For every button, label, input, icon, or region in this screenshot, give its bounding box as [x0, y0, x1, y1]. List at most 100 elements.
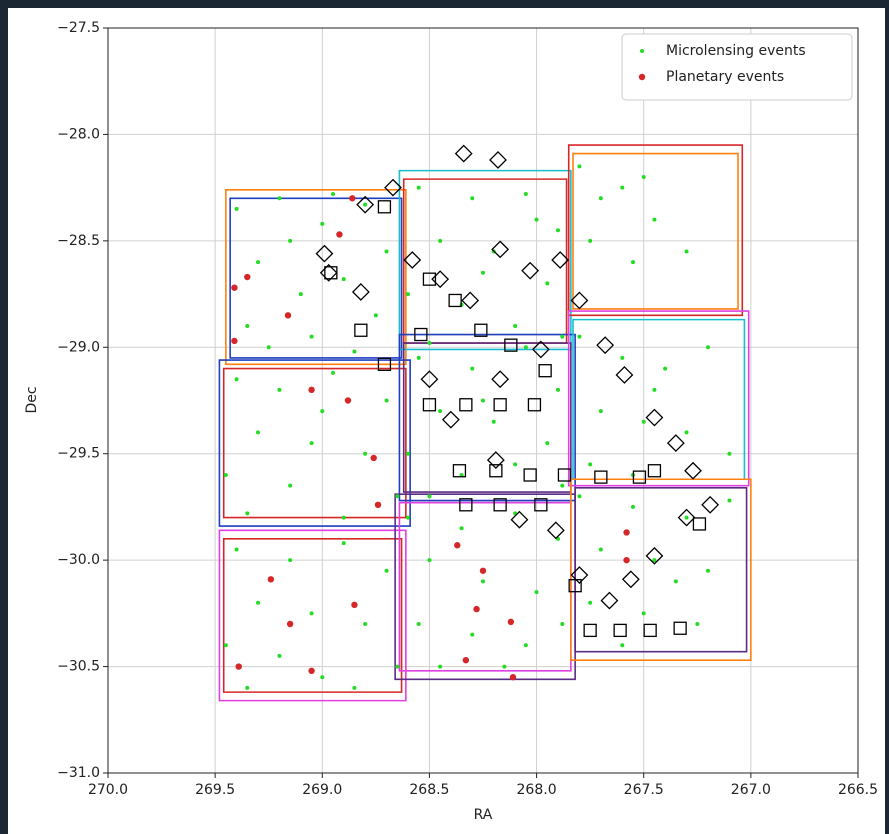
data-point — [647, 464, 662, 478]
data-point — [438, 664, 443, 669]
data-point — [422, 272, 437, 286]
data-point — [320, 675, 325, 680]
data-point — [684, 461, 702, 480]
data-point — [373, 313, 378, 318]
field-outline — [572, 152, 739, 310]
data-point — [598, 409, 603, 414]
y-tick-label: −29.0 — [57, 339, 100, 355]
data-point — [513, 462, 518, 467]
data-point — [598, 547, 603, 552]
field-outline — [398, 501, 572, 672]
data-point — [319, 263, 338, 282]
y-tick-label: −29.5 — [57, 446, 100, 462]
data-point — [560, 622, 565, 626]
data-point — [596, 336, 615, 355]
data-point — [234, 206, 239, 211]
data-point — [473, 605, 480, 613]
data-point — [521, 261, 540, 280]
data-point — [422, 398, 437, 412]
data-point — [234, 547, 239, 552]
x-tick-label: 270.0 — [88, 782, 128, 798]
data-point — [448, 293, 462, 308]
field-outline — [567, 144, 744, 317]
data-point — [363, 451, 368, 456]
data-point — [454, 542, 461, 549]
data-point — [620, 355, 625, 360]
data-point — [235, 663, 242, 670]
data-point — [666, 434, 685, 452]
data-point — [643, 623, 657, 638]
data-point — [256, 430, 260, 435]
data-point — [288, 483, 293, 488]
data-point — [684, 515, 689, 520]
data-point — [481, 579, 485, 584]
data-point — [652, 217, 657, 222]
data-point — [623, 529, 630, 536]
x-tick-label: 269.5 — [195, 782, 235, 798]
figure-background — [8, 8, 885, 834]
data-point — [403, 251, 422, 269]
data-point — [356, 195, 375, 214]
data-point — [377, 200, 392, 214]
data-point — [459, 498, 473, 512]
data-point — [600, 591, 619, 610]
data-point — [673, 621, 687, 635]
data-point — [336, 231, 343, 238]
y-tick-label: −28.5 — [57, 233, 100, 249]
data-point — [384, 249, 389, 254]
data-point — [370, 454, 377, 462]
y-tick-label: −30.0 — [57, 552, 100, 568]
data-point — [377, 357, 392, 371]
data-point — [641, 175, 646, 179]
legend-marker — [640, 49, 644, 53]
data-point — [513, 324, 518, 328]
legend-marker — [638, 73, 646, 81]
x-tick-label: 269.0 — [302, 782, 342, 798]
data-point — [556, 228, 560, 233]
data-point — [493, 498, 507, 512]
data-point — [234, 377, 239, 382]
data-point — [577, 334, 582, 339]
data-point — [641, 419, 646, 424]
data-point — [613, 623, 627, 638]
data-point — [288, 558, 293, 563]
data-point — [684, 430, 689, 435]
data-point — [523, 345, 528, 350]
data-point — [395, 664, 400, 669]
data-point — [551, 251, 570, 269]
data-point — [284, 312, 292, 319]
data-point — [351, 283, 370, 301]
data-point — [286, 620, 294, 628]
x-tick-label: 268.0 — [517, 782, 557, 798]
data-point — [331, 192, 335, 197]
data-point — [695, 622, 700, 626]
data-point — [556, 387, 560, 392]
data-point — [474, 323, 488, 337]
data-point — [277, 653, 282, 658]
data-point — [320, 409, 325, 414]
data-point — [706, 568, 710, 573]
field-outline — [218, 359, 411, 527]
data-point — [223, 643, 228, 648]
data-point — [594, 470, 608, 484]
field-outline — [567, 310, 750, 487]
data-point — [462, 656, 470, 664]
data-point — [632, 470, 647, 484]
data-point — [570, 566, 589, 584]
data-point — [534, 590, 539, 595]
data-point — [538, 364, 552, 378]
data-point — [701, 495, 720, 514]
data-point — [244, 273, 251, 281]
field-outline — [570, 478, 752, 661]
data-point — [309, 334, 314, 339]
data-point — [620, 643, 625, 648]
data-point — [588, 462, 593, 467]
data-point — [363, 202, 368, 207]
y-axis-label: Dec — [24, 386, 40, 413]
data-point — [652, 558, 657, 563]
data-point — [454, 144, 473, 163]
data-point — [545, 441, 550, 446]
data-point — [308, 386, 315, 394]
data-point — [684, 249, 689, 254]
data-point — [531, 340, 550, 359]
